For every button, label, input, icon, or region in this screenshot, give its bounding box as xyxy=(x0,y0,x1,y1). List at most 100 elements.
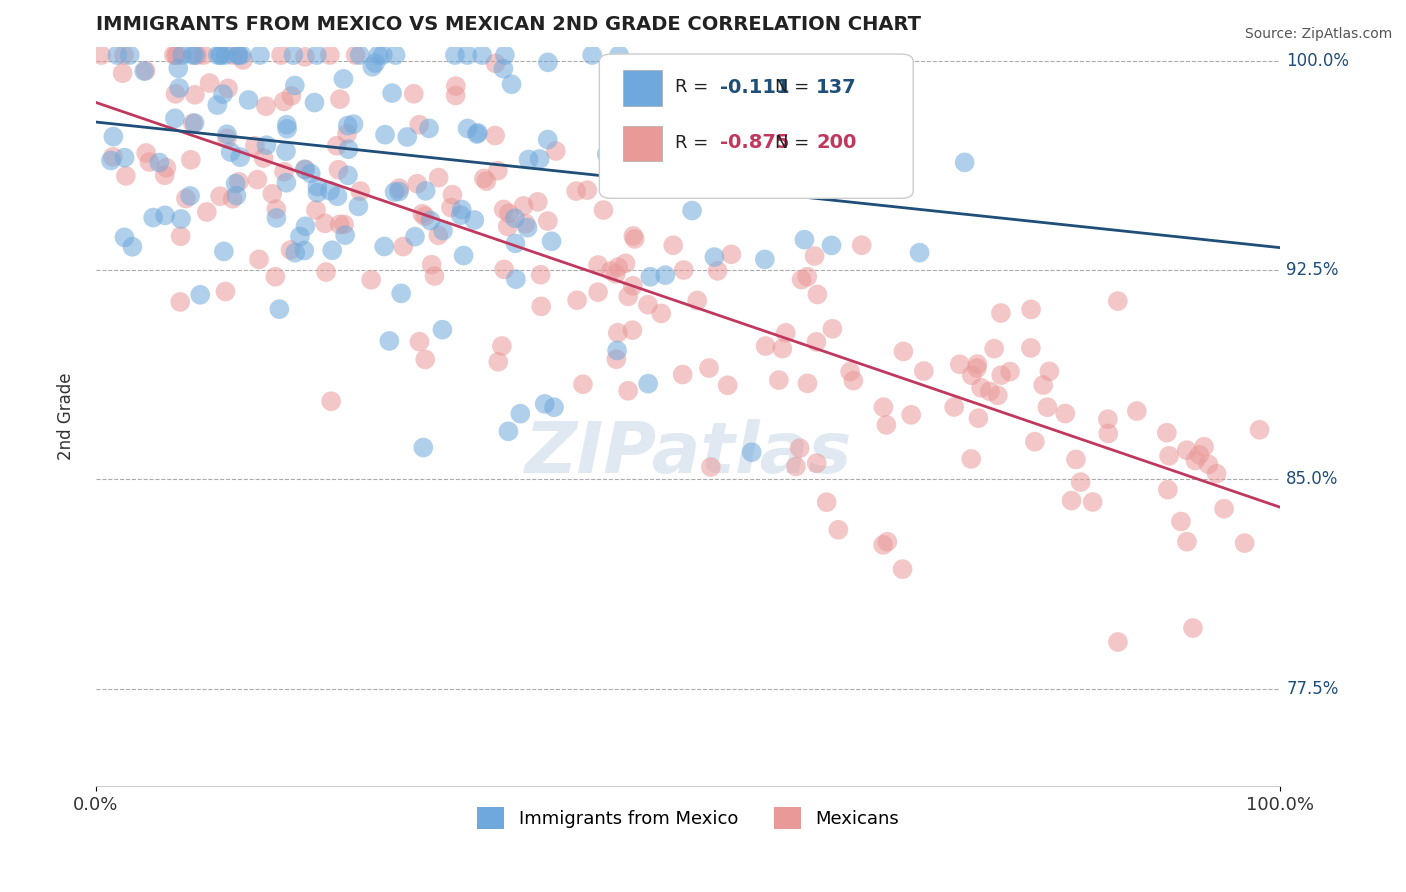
Point xyxy=(103,129,125,144)
Point xyxy=(418,121,440,136)
Point xyxy=(872,400,894,414)
Point xyxy=(1107,294,1129,309)
Point xyxy=(533,397,555,411)
Text: 85.0%: 85.0% xyxy=(1286,470,1339,489)
Point xyxy=(273,165,295,179)
Point xyxy=(1205,467,1227,481)
Point xyxy=(1081,495,1104,509)
Point xyxy=(1156,425,1178,440)
Point xyxy=(900,408,922,422)
Point xyxy=(733,111,755,125)
Point xyxy=(232,53,254,67)
Point xyxy=(960,368,983,383)
Point xyxy=(501,77,523,91)
Point xyxy=(637,298,659,312)
Point xyxy=(908,245,931,260)
Point xyxy=(427,170,450,185)
Point xyxy=(640,171,662,186)
Point xyxy=(637,376,659,391)
Point xyxy=(367,48,389,62)
Point xyxy=(165,48,187,62)
Point xyxy=(181,48,204,62)
Point xyxy=(821,322,844,336)
Point xyxy=(650,306,672,320)
Point xyxy=(134,64,156,78)
Point xyxy=(238,93,260,107)
Point xyxy=(419,213,441,227)
Point xyxy=(650,128,672,142)
Point xyxy=(163,48,186,62)
Point xyxy=(432,323,454,337)
Point xyxy=(121,240,143,254)
Point xyxy=(179,189,201,203)
Point xyxy=(990,368,1012,383)
Point xyxy=(166,48,188,62)
Point xyxy=(170,48,193,62)
Point xyxy=(1213,501,1236,516)
Point xyxy=(1175,534,1198,549)
Point xyxy=(823,91,845,105)
Point xyxy=(167,81,190,95)
Point xyxy=(198,76,221,90)
Point xyxy=(530,268,553,282)
Point xyxy=(319,184,342,198)
Point xyxy=(790,272,813,286)
Point xyxy=(270,48,292,62)
Point xyxy=(517,153,540,167)
Point xyxy=(537,132,560,146)
Point xyxy=(586,285,609,300)
Point xyxy=(347,199,370,213)
Point xyxy=(1019,341,1042,355)
Point xyxy=(662,128,685,142)
Point xyxy=(801,136,824,151)
Point xyxy=(463,213,485,227)
Point xyxy=(465,127,488,141)
Point xyxy=(333,218,356,232)
Point xyxy=(529,152,551,166)
Point xyxy=(231,48,253,62)
Point xyxy=(112,48,135,62)
Point xyxy=(515,217,537,231)
Point xyxy=(314,216,336,230)
Point xyxy=(1188,448,1211,462)
Point xyxy=(329,218,352,232)
Point xyxy=(596,147,619,161)
Point xyxy=(1060,493,1083,508)
Point xyxy=(155,161,177,175)
FancyBboxPatch shape xyxy=(599,54,914,198)
Point xyxy=(264,202,287,216)
Point xyxy=(184,87,207,102)
Point xyxy=(319,394,342,409)
Y-axis label: 2nd Grade: 2nd Grade xyxy=(58,373,75,460)
Point xyxy=(509,407,531,421)
Text: 100.0%: 100.0% xyxy=(1286,52,1350,70)
Point xyxy=(492,202,515,217)
Point xyxy=(288,229,311,244)
Point xyxy=(505,236,527,251)
Point xyxy=(432,224,454,238)
Point xyxy=(503,211,526,226)
Point xyxy=(621,278,644,293)
Point xyxy=(111,66,134,80)
Point xyxy=(1181,621,1204,635)
Point xyxy=(450,202,472,217)
Point xyxy=(180,153,202,167)
Point xyxy=(333,228,356,243)
Point xyxy=(1070,475,1092,489)
Point xyxy=(276,121,298,136)
Point xyxy=(307,186,329,200)
Point xyxy=(467,126,489,140)
Text: N =: N = xyxy=(775,78,814,96)
Point xyxy=(970,381,993,395)
Point xyxy=(475,174,498,188)
Point xyxy=(891,562,914,576)
Point xyxy=(796,376,818,391)
Text: R =: R = xyxy=(675,134,714,152)
Point xyxy=(384,185,406,199)
Point xyxy=(1019,302,1042,317)
Point xyxy=(388,181,411,195)
Point xyxy=(516,220,538,235)
Point xyxy=(209,189,232,203)
Point xyxy=(406,177,429,191)
Point xyxy=(617,289,640,303)
